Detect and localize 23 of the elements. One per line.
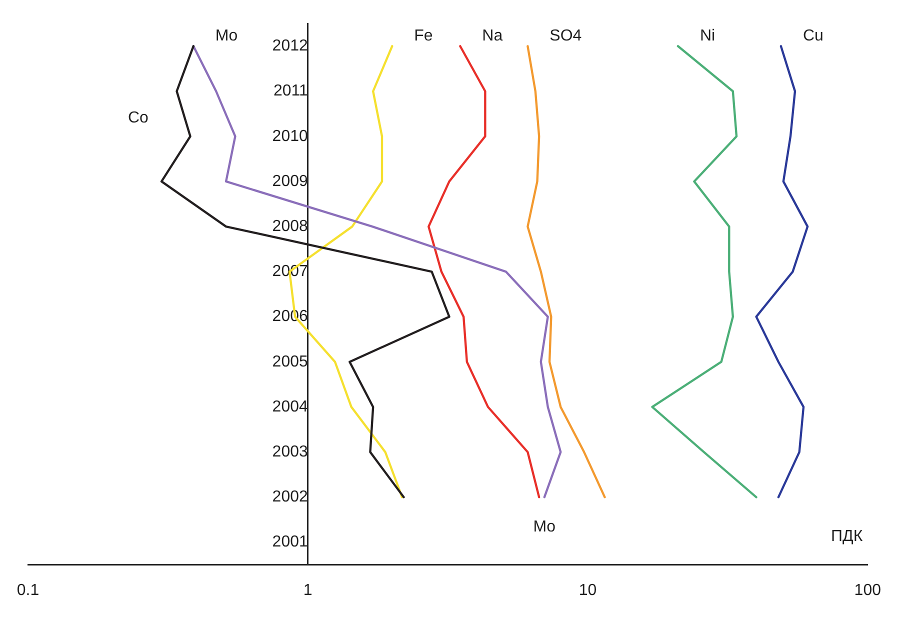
series-label: Mo — [215, 28, 238, 45]
y-tick-label: 2001 — [272, 534, 308, 551]
y-tick-label: 2002 — [272, 488, 308, 506]
x-tick-label: 0.1 — [16, 582, 40, 599]
series-label: Fe — [414, 28, 433, 45]
y-tick-label: 2005 — [272, 353, 308, 370]
y-tick-label: 2008 — [272, 218, 308, 235]
series-label: Na — [482, 28, 503, 45]
y-tick-label: 2012 — [272, 38, 308, 55]
y-tick-label: 2003 — [272, 443, 308, 460]
annotation: Mo — [533, 518, 556, 536]
series-label: Cu — [802, 28, 824, 45]
series-label: SO4 — [550, 28, 582, 45]
y-tick-label: 2004 — [272, 398, 308, 416]
text: Co — [128, 110, 149, 127]
y-tick-label: 2009 — [272, 172, 308, 190]
y-tick-label: 2010 — [272, 128, 308, 145]
y-tick-label: 2011 — [273, 82, 308, 100]
x-tick-label: 1 — [303, 582, 312, 599]
x-tick-label: 10 — [578, 582, 597, 599]
x-tick-label: 100 — [854, 582, 882, 599]
series-label: Ni — [700, 28, 716, 45]
x-axis-title: ПДК — [830, 528, 864, 546]
